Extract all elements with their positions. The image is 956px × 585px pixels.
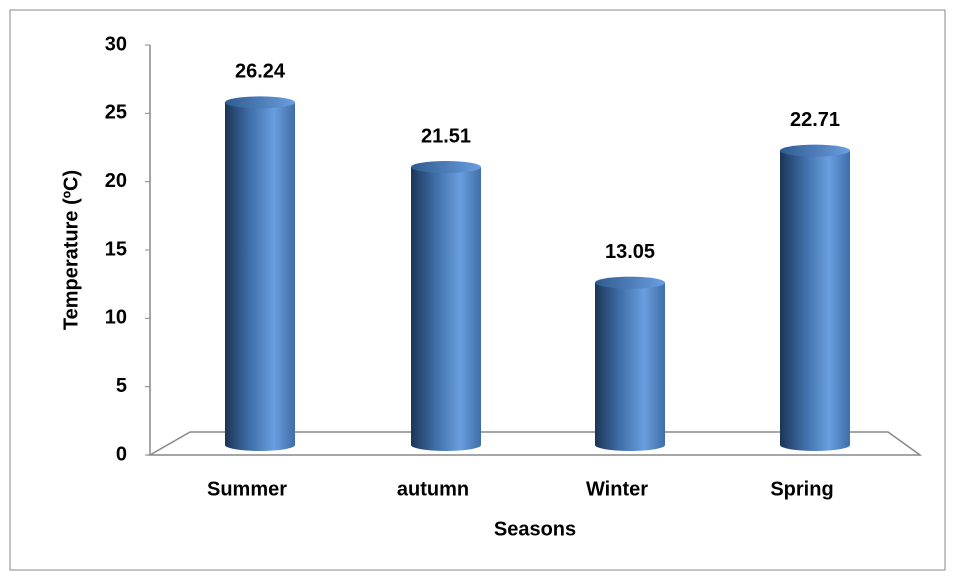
y-tick-label: 15 (105, 238, 127, 260)
bar (411, 161, 481, 451)
value-label: 13.05 (605, 241, 655, 263)
y-tick-label: 0 (116, 443, 127, 465)
x-tick-label: autumn (397, 478, 469, 500)
bar-cap (595, 276, 665, 289)
y-tick-label: 10 (105, 307, 127, 329)
bar-body (411, 167, 481, 451)
bar-body (595, 282, 665, 451)
x-tick-label: Winter (586, 478, 648, 500)
x-axis-title: Seasons (494, 518, 576, 540)
bar-body (780, 150, 850, 451)
bar (225, 96, 295, 452)
value-label: 22.71 (790, 109, 840, 131)
bar-body (225, 102, 295, 452)
floor (147, 431, 923, 456)
x-tick-label: Spring (770, 478, 833, 500)
y-tick-label: 5 (116, 375, 127, 397)
bar-cap (225, 96, 295, 109)
bar-cap (411, 161, 481, 174)
y-axis-title: Temperature (ºC) (60, 170, 82, 330)
y-tick-label: 30 (105, 33, 127, 55)
bar-cap (780, 144, 850, 157)
bar (595, 276, 665, 451)
value-label: 26.24 (235, 61, 286, 83)
y-tick-label: 25 (105, 102, 127, 124)
bar (780, 144, 850, 451)
value-label: 21.51 (421, 125, 471, 147)
x-tick-label: Summer (207, 478, 287, 500)
y-tick-label: 20 (105, 170, 127, 192)
